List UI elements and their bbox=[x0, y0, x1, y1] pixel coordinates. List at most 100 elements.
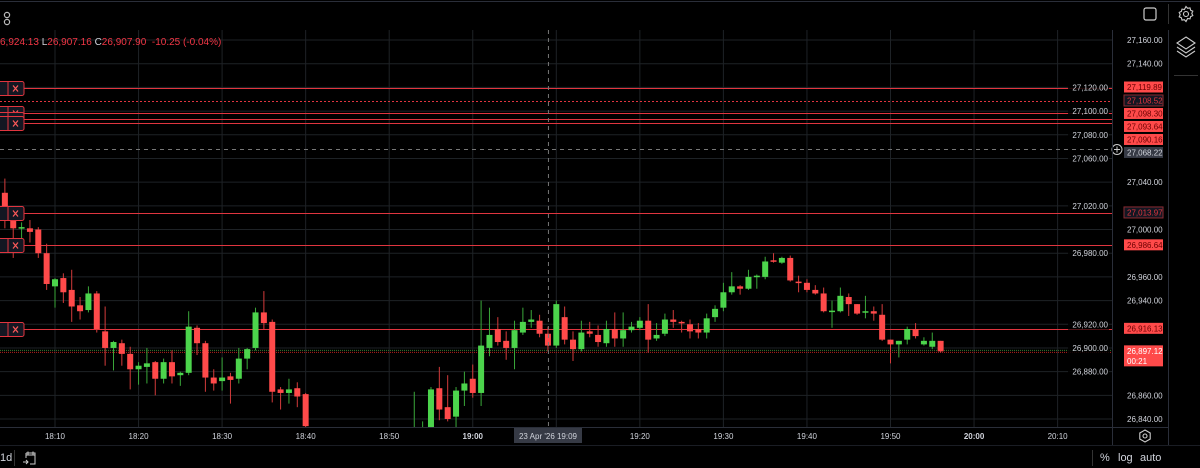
candle bbox=[478, 300, 485, 406]
candle-body bbox=[127, 353, 134, 370]
candle-body bbox=[561, 317, 568, 340]
crosshair-time-label-bg bbox=[514, 428, 582, 443]
candle-body bbox=[52, 279, 58, 287]
candle bbox=[519, 307, 526, 335]
candle-body bbox=[503, 340, 510, 348]
candle bbox=[645, 304, 652, 353]
auto-scale-button[interactable]: auto bbox=[1140, 452, 1162, 464]
add-alert-button[interactable] bbox=[1111, 144, 1123, 155]
candle-body bbox=[160, 362, 167, 379]
close-icon bbox=[12, 242, 19, 249]
goto-date-icon[interactable] bbox=[21, 449, 39, 467]
alert-price-label-bg bbox=[1123, 206, 1164, 219]
price-tick-label: 27,020.00 bbox=[1072, 202, 1108, 211]
candle bbox=[603, 320, 610, 347]
candle-body bbox=[753, 275, 760, 278]
settings-icon[interactable] bbox=[1176, 4, 1196, 24]
candle bbox=[845, 293, 852, 316]
candle bbox=[762, 256, 769, 280]
alert-close-button[interactable] bbox=[0, 238, 25, 253]
candle bbox=[152, 360, 159, 396]
candle-body bbox=[469, 378, 476, 393]
alert-close-button[interactable] bbox=[0, 322, 25, 337]
alert-price-label: 27,093.64 bbox=[1124, 120, 1163, 132]
candle bbox=[778, 256, 785, 264]
candle-body bbox=[862, 311, 869, 313]
price-tick-label: 26,920.00 bbox=[1072, 320, 1108, 329]
candle-body bbox=[453, 390, 460, 417]
candle bbox=[745, 269, 752, 290]
candle-body bbox=[578, 332, 585, 350]
candle bbox=[553, 300, 560, 348]
candle-body bbox=[35, 229, 42, 254]
candle bbox=[202, 340, 209, 392]
legend-close-key: C bbox=[94, 37, 102, 48]
alert-close-button[interactable] bbox=[0, 116, 25, 131]
candle bbox=[210, 369, 217, 391]
candle-countdown: 00:21 bbox=[1127, 357, 1148, 366]
alert-price-label-text: 27,090.16 bbox=[1127, 135, 1163, 144]
log-scale-button[interactable]: log bbox=[1118, 452, 1133, 464]
candle-body bbox=[427, 389, 434, 427]
price-tick-label-bg bbox=[1068, 105, 1109, 117]
candle-body bbox=[26, 228, 33, 232]
current-price-label: 26,897.12 bbox=[1127, 347, 1163, 356]
fullscreen-icon[interactable] bbox=[1142, 6, 1158, 22]
candle bbox=[695, 323, 702, 339]
alert-price-label-bg bbox=[1124, 133, 1163, 145]
price-tick-label: 26,840.00 bbox=[1127, 415, 1163, 424]
alert-price-label-text: 27,108.52 bbox=[1127, 96, 1163, 105]
time-tick-label: 18:10 bbox=[45, 432, 66, 441]
plus-icon bbox=[1114, 146, 1120, 153]
time-tick-label: 19:30 bbox=[713, 432, 734, 441]
candle bbox=[469, 364, 476, 398]
time-tick-label: 18:20 bbox=[129, 432, 150, 441]
crosshair-time-label: 23 Apr '26 19:09 bbox=[519, 432, 578, 441]
candle-body bbox=[787, 257, 794, 281]
candle-body bbox=[102, 331, 109, 348]
interval-button[interactable]: 1d bbox=[0, 452, 13, 464]
indicators-icon[interactable] bbox=[0, 10, 14, 28]
axis-settings-icon[interactable] bbox=[1136, 427, 1154, 445]
alert-price-label-text: 26,916.13 bbox=[1127, 324, 1163, 333]
candle bbox=[803, 279, 810, 293]
price-tick-label: 26,860.00 bbox=[1127, 391, 1163, 400]
candle bbox=[127, 346, 134, 390]
price-tick-label: 26,880.00 bbox=[1072, 368, 1108, 377]
candle bbox=[570, 331, 577, 361]
candle-body bbox=[143, 363, 150, 367]
alert-close-button[interactable] bbox=[0, 206, 25, 221]
candle-body bbox=[678, 321, 685, 324]
price-tick-label: 27,160.00 bbox=[1127, 36, 1163, 45]
time-tick-label: 18:30 bbox=[212, 432, 233, 441]
candle-body bbox=[10, 220, 17, 229]
candle bbox=[244, 347, 251, 370]
candle bbox=[628, 321, 635, 333]
candle bbox=[102, 306, 109, 366]
layers-icon[interactable] bbox=[1174, 34, 1198, 60]
legend-low-key: L bbox=[41, 37, 48, 48]
price-tick-label-bg bbox=[1068, 152, 1109, 164]
candle bbox=[453, 387, 460, 427]
candle-body bbox=[712, 308, 719, 318]
candle bbox=[177, 371, 184, 386]
candle bbox=[85, 286, 92, 313]
candle-body bbox=[703, 318, 710, 333]
candle bbox=[678, 320, 685, 333]
price-tick-label: 26,960.00 bbox=[1127, 273, 1163, 282]
time-tick-label: 20:10 bbox=[1048, 432, 1069, 441]
percent-scale-button[interactable]: % bbox=[1100, 452, 1110, 464]
candle bbox=[427, 387, 434, 427]
close-icon bbox=[12, 85, 19, 92]
price-tick-label-bg bbox=[1068, 318, 1109, 330]
candle-body bbox=[152, 362, 159, 379]
candle bbox=[444, 375, 451, 422]
candle bbox=[862, 295, 869, 319]
candle bbox=[544, 326, 551, 352]
price-tick-label: 27,080.00 bbox=[1072, 131, 1108, 140]
candle bbox=[252, 307, 259, 351]
alert-price-label-text: 27,013.97 bbox=[1127, 208, 1163, 217]
alert-close-button[interactable] bbox=[0, 81, 25, 96]
candle-body bbox=[536, 320, 543, 334]
